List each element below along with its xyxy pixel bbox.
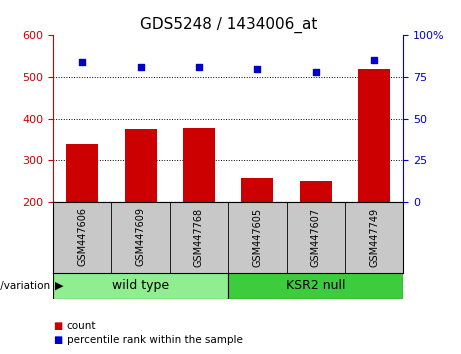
Bar: [228, 273, 403, 299]
Bar: [300, 181, 332, 202]
Text: genotype/variation: genotype/variation: [0, 281, 51, 291]
Bar: [183, 128, 215, 202]
Bar: [242, 178, 273, 202]
Text: GSM447606: GSM447606: [77, 207, 87, 267]
Text: ■: ■: [53, 321, 62, 331]
Point: [254, 66, 261, 72]
Text: KSR2 null: KSR2 null: [286, 279, 346, 292]
Point: [371, 58, 378, 63]
Point: [312, 69, 319, 75]
Text: GSM447749: GSM447749: [369, 207, 379, 267]
Title: GDS5248 / 1434006_at: GDS5248 / 1434006_at: [140, 16, 317, 33]
Text: percentile rank within the sample: percentile rank within the sample: [67, 335, 243, 345]
Text: wild type: wild type: [112, 279, 169, 292]
Text: GSM447607: GSM447607: [311, 207, 321, 267]
Text: GSM447605: GSM447605: [252, 207, 262, 267]
Text: GSM447609: GSM447609: [136, 207, 146, 267]
Point: [78, 59, 86, 65]
Text: ■: ■: [53, 335, 62, 345]
Point: [137, 64, 144, 70]
Text: GSM447768: GSM447768: [194, 207, 204, 267]
Bar: [66, 144, 98, 202]
Point: [195, 64, 203, 70]
Text: count: count: [67, 321, 96, 331]
Bar: [358, 69, 390, 202]
Bar: [53, 273, 228, 299]
Text: ▶: ▶: [55, 281, 64, 291]
Bar: [124, 129, 157, 202]
